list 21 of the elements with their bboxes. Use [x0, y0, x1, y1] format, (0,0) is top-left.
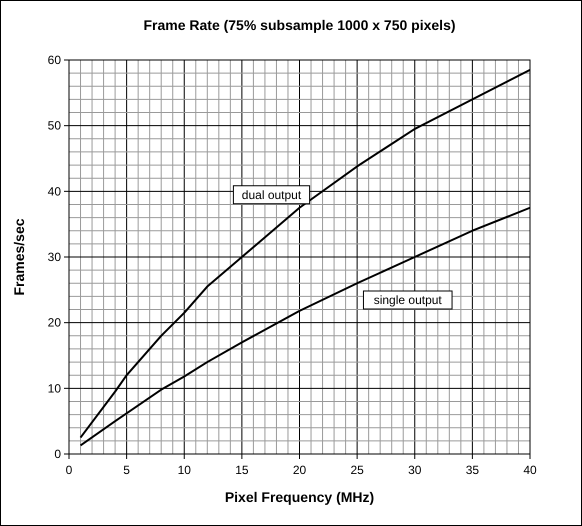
y-tick-label: 10	[48, 381, 62, 396]
y-axis-title: Frames/sec	[11, 218, 27, 296]
x-axis-title: Pixel Frequency (MHz)	[224, 489, 374, 505]
x-tick-label: 15	[235, 463, 249, 477]
y-tick-label: 50	[48, 118, 62, 133]
series-label: single output	[374, 293, 442, 307]
chart-title: Frame Rate (75% subsample 1000 x 750 pixels)	[143, 17, 456, 33]
series-label: dual output	[242, 188, 302, 202]
x-tick-label: 30	[408, 463, 422, 477]
y-tick-label: 60	[48, 53, 62, 67]
x-tick-label: 40	[523, 463, 537, 477]
x-tick-label: 5	[123, 463, 130, 477]
y-tick-label: 0	[54, 447, 62, 461]
x-tick-label: 20	[292, 463, 306, 477]
x-tick-label: 0	[66, 463, 73, 477]
y-tick-label: 30	[48, 250, 62, 264]
y-tick-label: 40	[48, 184, 62, 198]
y-tick-label: 20	[48, 316, 62, 330]
x-tick-label: 35	[466, 463, 480, 477]
x-tick-label: 25	[350, 463, 364, 477]
x-tick-label: 10	[178, 463, 192, 477]
